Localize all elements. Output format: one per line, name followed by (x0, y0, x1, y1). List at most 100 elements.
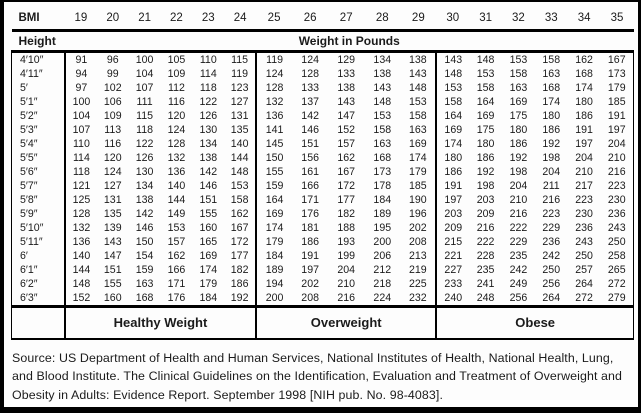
weight-cell: 153 (476, 67, 495, 80)
weight-cell: 96 (106, 53, 119, 66)
table-row: 5′3″ 107 113 118 124 130 135 141 146 152 158 163 169… (10, 122, 634, 137)
weight-cell: 223 (600, 178, 634, 193)
weight-cell: 209 (444, 221, 463, 234)
weight-cell: 161 (301, 165, 319, 178)
weight-cell: 184 (373, 193, 392, 206)
weight-cell: 206 (373, 249, 392, 262)
weight-cell: 188 (337, 221, 356, 234)
weight-cell: 200 (265, 291, 284, 304)
weight-cell: 132 (265, 95, 284, 108)
weight-cell: 216 (337, 291, 356, 304)
table-row: 5′6″ 118 124 130 136 142 148 155 161 167 173 179 186… (10, 164, 634, 179)
category-row: Healthy Weight Overweight Obese (10, 304, 635, 340)
weight-cell: 125 (72, 193, 91, 206)
weight-cell: 264 (542, 291, 561, 304)
weight-cell: 186 (542, 123, 561, 136)
weight-cell: 197 (600, 122, 634, 137)
height-cell: 5′2″ (10, 108, 66, 123)
weight-cell: 171 (167, 277, 186, 290)
weight-cell: 160 (199, 221, 218, 234)
weight-cell: 279 (600, 290, 634, 306)
weight-cell: 202 (400, 220, 438, 235)
weight-cell: 179 (265, 235, 284, 248)
height-cell: 5′1″ (10, 94, 66, 109)
weight-cell: 162 (575, 53, 593, 66)
bmi-header-cell: 29 (400, 7, 437, 32)
bmi-header-cell: 35 (600, 7, 634, 32)
weight-cell: 179 (600, 80, 634, 95)
weight-cell: 124 (301, 53, 319, 66)
weight-cell: 198 (509, 165, 528, 178)
weight-cell: 119 (224, 66, 258, 81)
height-cell: 5′9″ (10, 206, 66, 221)
height-cell: 5′5″ (10, 150, 66, 165)
weight-cell: 180 (444, 151, 463, 164)
subheader-row: Height Weight in Pounds (11, 30, 634, 53)
weight-cell: 191 (444, 179, 463, 192)
weight-cell: 162 (167, 249, 186, 262)
weight-cell: 152 (337, 123, 356, 136)
weight-cell: 159 (135, 263, 154, 276)
weight-cell: 272 (575, 291, 593, 304)
weight-cell: 235 (509, 249, 528, 262)
weight-cell: 216 (600, 164, 634, 179)
weight-cell: 196 (400, 206, 438, 221)
weight-cell: 116 (167, 95, 185, 108)
weight-cell: 192 (224, 290, 258, 306)
weight-cell: 240 (444, 291, 463, 304)
weight-cell: 191 (301, 249, 319, 262)
bmi-header-cell: 31 (469, 7, 503, 32)
weight-cell: 176 (167, 291, 186, 304)
weight-cell: 143 (444, 53, 463, 66)
weight-cell: 118 (72, 165, 90, 178)
weight-cell: 199 (337, 249, 356, 262)
weight-cell: 120 (167, 109, 186, 122)
weight-cell: 186 (301, 235, 319, 248)
weight-cell: 153 (373, 109, 392, 122)
weight-cell: 111 (136, 95, 153, 108)
weight-cell: 155 (265, 165, 284, 178)
weight-cell: 138 (135, 193, 154, 206)
weight-cell: 94 (75, 67, 88, 80)
weight-cell: 218 (373, 277, 392, 290)
weight-cell: 243 (600, 220, 634, 235)
weight-cell: 128 (265, 81, 284, 94)
weight-cell: 217 (575, 179, 593, 192)
weight-cell: 210 (337, 277, 356, 290)
weight-cell: 264 (575, 277, 593, 290)
weight-cell: 212 (373, 263, 392, 276)
weight-cell: 135 (224, 122, 258, 137)
weight-cell: 173 (600, 66, 634, 81)
table-row: 5′11″ 136 143 150 157 165 172 179 186 193 200 208 21… (10, 234, 634, 249)
weight-cell: 128 (72, 207, 91, 220)
weight-cell: 124 (167, 123, 186, 136)
bmi-corner-label: BMI (11, 7, 65, 32)
table-row: 6′ 140 147 154 162 169 177 184 191 199 206 213 221 22… (10, 248, 634, 263)
weight-cell: 229 (509, 235, 528, 248)
weight-cell: 151 (103, 263, 122, 276)
weight-cell: 258 (600, 248, 634, 263)
weight-cell: 169 (444, 123, 463, 136)
weight-cell: 164 (265, 193, 284, 206)
weight-cell: 143 (103, 235, 122, 248)
weight-cell: 216 (476, 221, 495, 234)
weight-cell: 229 (542, 221, 561, 234)
weight-cell: 120 (103, 151, 122, 164)
weight-cell: 153 (444, 81, 463, 94)
weight-cell: 223 (575, 193, 593, 206)
weight-cell: 169 (509, 95, 528, 108)
weight-cell: 192 (476, 165, 495, 178)
height-cell: 5′10″ (10, 220, 66, 235)
weight-cell: 186 (509, 137, 528, 150)
weight-cell: 140 (167, 179, 186, 192)
weight-cell: 110 (72, 137, 90, 150)
weight-cell: 169 (400, 136, 438, 151)
weight-cell: 256 (509, 291, 528, 304)
weight-cell: 130 (135, 165, 154, 178)
weight-cell: 148 (476, 53, 495, 66)
weight-cell: 138 (373, 67, 392, 80)
weight-cell: 136 (167, 165, 186, 178)
height-cell: 5′11″ (10, 234, 66, 249)
table-row: 6′1″ 144 151 159 166 174 182 189 197 204 212 219 227… (10, 262, 634, 277)
weight-cell: 193 (337, 235, 356, 248)
